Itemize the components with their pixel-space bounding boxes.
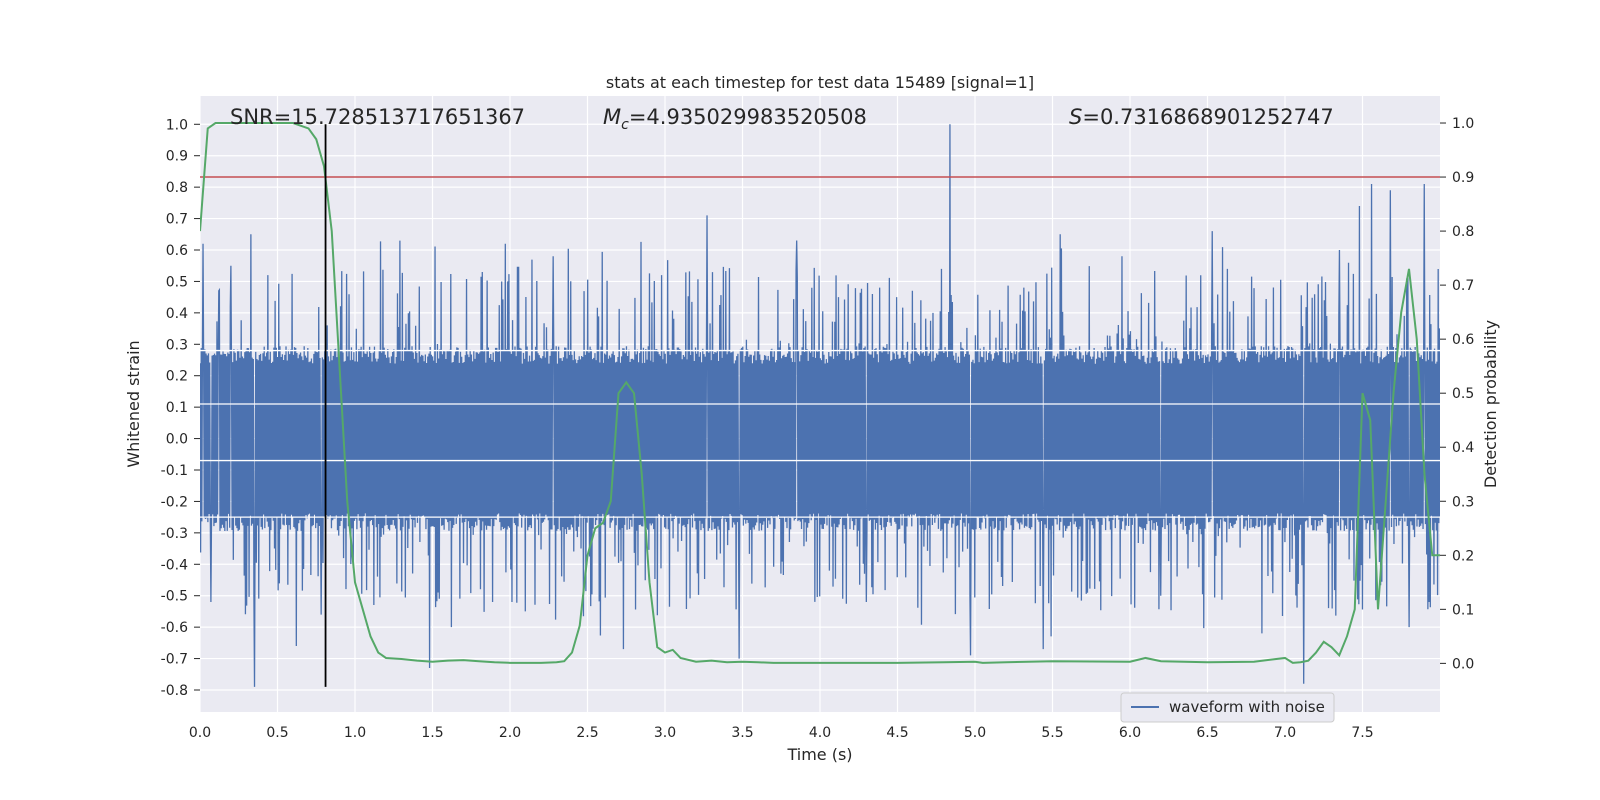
y-right-tick-label: 0.5 [1452, 386, 1474, 402]
x-tick-label: 5.0 [964, 725, 986, 741]
x-tick-label: 3.5 [731, 725, 753, 741]
y-right-tick-label: 0.0 [1452, 656, 1474, 672]
x-tick-label: 4.5 [886, 725, 908, 741]
x-tick-label: 2.0 [499, 725, 521, 741]
ticks: 0.0 0.5 1.0 1.5 2.0 2.5 3.0 3.5 4.0 4.5 5.0 5.5 6.0 6… [161, 116, 1475, 741]
snr-annotation: SNR=15.728513717651367 [230, 105, 525, 129]
y-axis-title-left: Whitened strain [124, 340, 143, 467]
y-left-tick-label: -0.1 [161, 463, 188, 479]
legend: waveform with noise [1120, 692, 1335, 723]
legend-label: waveform with noise [1169, 698, 1325, 716]
x-tick-label: 7.0 [1274, 725, 1296, 741]
mc-subscript: c [621, 117, 629, 133]
y-left-tick-label: 0.8 [166, 180, 188, 196]
y-right-tick-label: 0.4 [1452, 440, 1474, 456]
y-left-tick-label: -0.2 [161, 494, 188, 510]
y-left-tick-label: -0.8 [161, 683, 188, 699]
y-axis-title-right: Detection probability [1481, 320, 1500, 488]
y-left-tick-label: 1.0 [166, 117, 188, 133]
x-tick-label: 0.5 [266, 725, 288, 741]
probability-line [200, 122, 1440, 664]
y-left-tick-label: 0.4 [166, 306, 188, 322]
y-left-tick-label: 0.6 [166, 243, 188, 259]
y-left-tick-label: -0.3 [161, 526, 188, 542]
y-right-tick-label: 0.1 [1452, 602, 1474, 618]
y-left-tick-label: 0.3 [166, 337, 188, 353]
y-right-tick-label: 0.6 [1452, 332, 1474, 348]
s-value: =0.7316868901252747 [1082, 105, 1333, 129]
mc-annotation: Mc=4.935029983520508 [603, 105, 867, 133]
y-left-tick-label: -0.4 [161, 557, 188, 573]
y-right-tick-label: 1.0 [1452, 116, 1474, 132]
overlay-layer [200, 122, 1440, 687]
x-tick-label: 2.5 [576, 725, 598, 741]
legend-box [1120, 692, 1335, 723]
mc-value: =4.935029983520508 [629, 105, 867, 129]
chart-title: stats at each timestep for test data 154… [606, 73, 1034, 92]
y-left-tick-label: -0.7 [161, 652, 188, 668]
y-left-tick-label: 0.7 [166, 212, 188, 228]
x-tick-label: 0.0 [189, 725, 211, 741]
y-right-tick-label: 0.2 [1452, 548, 1474, 564]
x-tick-label: 6.5 [1196, 725, 1218, 741]
x-tick-label: 1.5 [421, 725, 443, 741]
s-symbol: S [1069, 105, 1082, 129]
x-tick-label: 4.0 [809, 725, 831, 741]
y-left-tick-label: 0.2 [166, 369, 188, 385]
y-left-tick-label: -0.5 [161, 589, 188, 605]
y-left-tick-label: 0.1 [166, 400, 188, 416]
y-left-tick-label: 0.0 [166, 432, 188, 448]
y-right-tick-label: 0.3 [1452, 494, 1474, 510]
y-right-tick-label: 0.8 [1452, 224, 1474, 240]
y-right-tick-label: 0.7 [1452, 278, 1474, 294]
y-left-tick-label: 0.5 [166, 274, 188, 290]
waveform-line [200, 124, 1440, 687]
x-tick-label: 6.0 [1119, 725, 1141, 741]
x-tick-label: 1.0 [344, 725, 366, 741]
x-tick-label: 5.5 [1041, 725, 1063, 741]
y-left-tick-label: -0.6 [161, 620, 188, 636]
y-left-tick-label: 0.9 [166, 149, 188, 165]
x-axis-title: Time (s) [786, 745, 852, 764]
x-tick-label: 3.0 [654, 725, 676, 741]
y-right-tick-label: 0.9 [1452, 170, 1474, 186]
x-tick-label: 7.5 [1351, 725, 1373, 741]
waveform-series [200, 124, 1440, 687]
mc-symbol: M [603, 105, 621, 129]
s-annotation: S=0.7316868901252747 [1069, 105, 1334, 129]
